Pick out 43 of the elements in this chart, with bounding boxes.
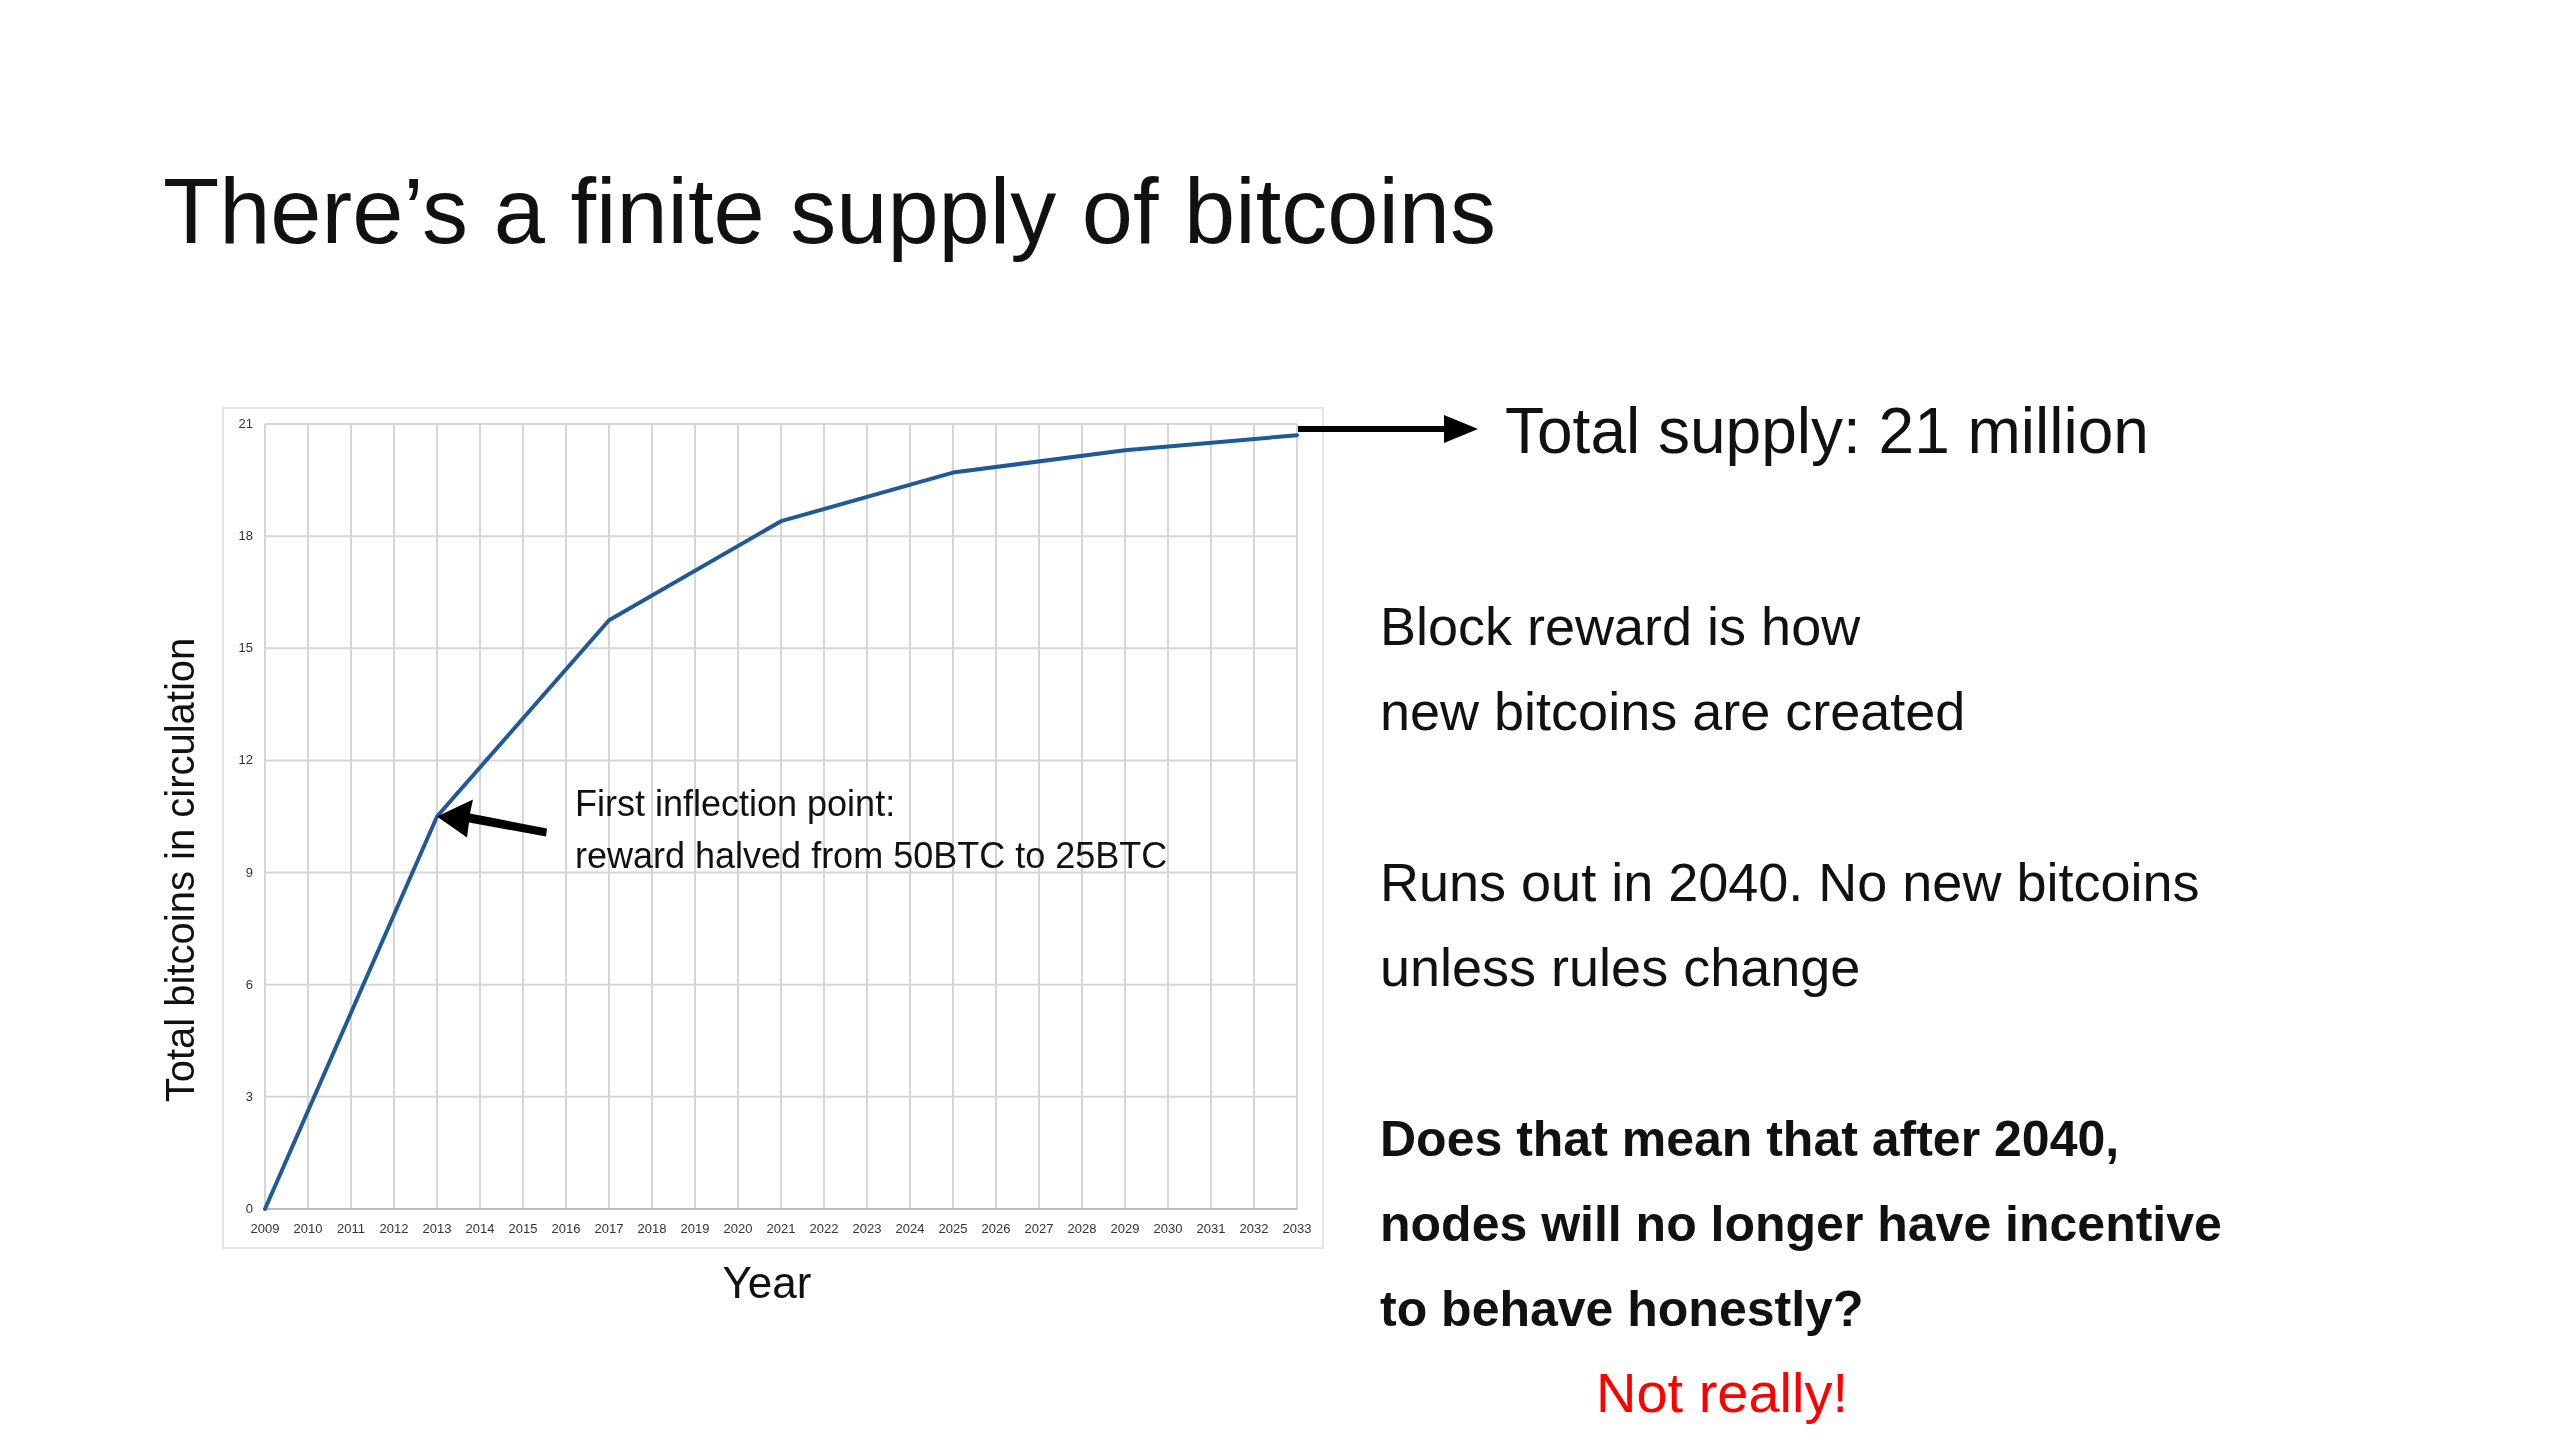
x-tick-label: 2028: [1067, 1221, 1097, 1236]
x-tick-label: 2033: [1282, 1221, 1312, 1236]
x-tick-label: 2030: [1153, 1221, 1183, 1236]
y-tick-label: 0: [245, 1201, 253, 1216]
x-tick-label: 2019: [680, 1221, 710, 1236]
annotation: First inflection point: reward halved from 50BTC to 25BTC: [575, 783, 1168, 876]
x-tick-label: 2015: [508, 1221, 538, 1236]
y-tick-label: 3: [245, 1088, 253, 1104]
text: Does that mean that after 2040, nodes will no longer have incentive to behave honestly?: [1380, 1111, 2222, 1337]
x-tick-label: 2021: [766, 1221, 796, 1236]
x-tick-label: 2013: [422, 1221, 452, 1236]
y-axis-title: Total bitcoins in circulation: [158, 637, 202, 1103]
x-tick-label: 2018: [637, 1221, 667, 1236]
line-series: [263, 433, 1299, 1211]
x-tick-label: 2031: [1196, 1221, 1226, 1236]
x-tick-label: 2016: [551, 1221, 581, 1236]
y-tick-label: 15: [238, 640, 253, 656]
y-tick-label: 12: [238, 752, 253, 768]
x-tick-label: 2026: [981, 1221, 1011, 1236]
x-axis-title: Year: [722, 1258, 812, 1307]
x-tick-label: 2032: [1239, 1221, 1269, 1236]
text: Block reward is how new bitcoins are created: [1380, 596, 1966, 741]
text: Runs out in 2040. No new bitcoins unless rules change: [1380, 852, 2200, 997]
y-tick-label: 6: [245, 976, 253, 992]
x-tick-label: 2025: [938, 1221, 968, 1236]
x-tick-label: 2009: [250, 1221, 280, 1236]
x-tick-label: 2012: [379, 1221, 409, 1236]
y-tick-label: 9: [245, 864, 253, 880]
chart-title: There’s a finite supply of bitcoins: [163, 160, 1497, 262]
text: Not really!: [1595, 1361, 1849, 1424]
y-tick-label: 18: [238, 528, 253, 544]
x-tick-label: 2023: [852, 1221, 882, 1236]
x-tick-label: 2010: [293, 1221, 323, 1236]
text: Total supply: 21 million: [1505, 395, 2149, 467]
x-tick-label: 2027: [1024, 1221, 1054, 1236]
x-tick-label: 2017: [594, 1221, 624, 1236]
x-tick-label: 2024: [895, 1221, 925, 1236]
x-tick-label: 2020: [723, 1221, 753, 1236]
x-tick-label: 2029: [1110, 1221, 1140, 1236]
x-tick-label: 2014: [465, 1221, 495, 1236]
x-tick-label: 2022: [809, 1221, 839, 1236]
x-tick-label: 2011: [337, 1221, 365, 1236]
y-tick-label: 21: [238, 416, 253, 431]
